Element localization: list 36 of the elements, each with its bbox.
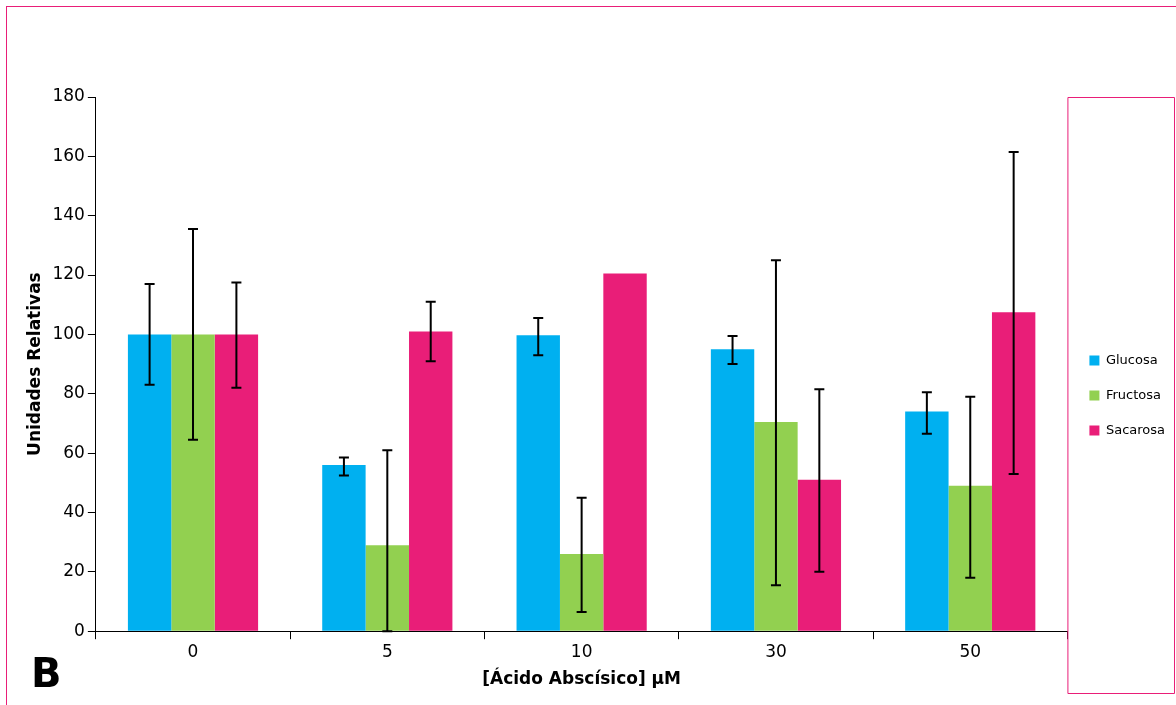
bar <box>710 349 755 631</box>
y-tick-label: 160 <box>52 144 85 165</box>
y-tick-label: 80 <box>63 382 85 403</box>
x-tick-label: 50 <box>959 640 982 661</box>
bar <box>409 331 453 631</box>
bar <box>754 421 798 631</box>
bar <box>516 335 560 631</box>
x-axis-title: [Ácido Abscísico] µM <box>482 667 682 689</box>
bar <box>214 334 259 631</box>
x-tick-label: 0 <box>187 640 199 661</box>
legend-label: Glucosa <box>1105 351 1158 367</box>
bar <box>559 554 604 631</box>
bar <box>171 334 215 631</box>
bar <box>905 411 949 631</box>
x-tick-label: 30 <box>765 640 787 661</box>
bar <box>948 485 992 631</box>
y-axis-title: Unidades Relativas <box>23 272 44 456</box>
y-tick-label: 100 <box>52 322 85 343</box>
y-tick-label: 20 <box>63 560 85 581</box>
y-tick-label: 40 <box>63 500 85 521</box>
text: B <box>31 650 62 697</box>
y-tick-label: 180 <box>52 85 85 106</box>
bar <box>797 479 842 631</box>
x-tick-label: 10 <box>570 640 593 661</box>
legend-label: Fructosa <box>1105 386 1161 402</box>
y-tick-label: 0 <box>74 619 85 640</box>
y-tick-label: 120 <box>52 263 85 284</box>
y-tick-label: 140 <box>52 204 85 225</box>
bar <box>127 334 172 631</box>
bar <box>603 273 647 631</box>
legend-label: Sacarosa <box>1105 421 1166 437</box>
bar <box>322 465 366 631</box>
y-tick-label: 60 <box>63 441 85 462</box>
x-tick-label: 5 <box>381 640 393 661</box>
bar <box>365 545 410 631</box>
bar <box>991 312 1036 631</box>
